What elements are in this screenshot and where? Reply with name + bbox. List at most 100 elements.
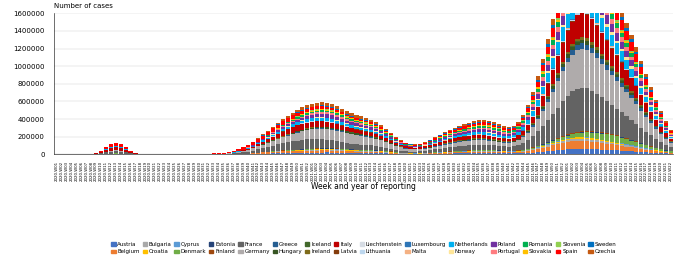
Bar bbox=[590, 17, 594, 18]
Bar bbox=[345, 143, 349, 149]
Bar bbox=[286, 129, 290, 134]
Bar bbox=[659, 123, 663, 124]
Bar bbox=[580, 141, 584, 149]
Bar bbox=[428, 141, 432, 142]
Bar bbox=[492, 137, 496, 139]
Bar bbox=[339, 150, 344, 151]
Bar bbox=[418, 146, 422, 147]
Bar bbox=[595, 9, 599, 23]
Bar bbox=[580, 48, 584, 88]
Bar bbox=[354, 115, 358, 118]
Bar bbox=[634, 148, 639, 152]
Bar bbox=[615, 55, 619, 56]
Bar bbox=[487, 123, 491, 126]
Bar bbox=[286, 124, 290, 126]
Bar bbox=[492, 145, 496, 150]
Bar bbox=[546, 55, 550, 56]
Bar bbox=[477, 126, 481, 128]
Bar bbox=[443, 137, 447, 139]
Bar bbox=[536, 149, 540, 152]
Bar bbox=[374, 139, 378, 146]
Bar bbox=[369, 132, 373, 133]
Bar bbox=[261, 142, 265, 144]
Bar bbox=[624, 92, 628, 116]
Bar bbox=[266, 143, 270, 147]
Bar bbox=[477, 122, 481, 123]
Bar bbox=[359, 151, 363, 152]
Bar bbox=[310, 128, 314, 129]
Bar bbox=[281, 121, 285, 125]
Bar bbox=[502, 130, 506, 131]
Bar bbox=[511, 152, 515, 153]
Bar bbox=[654, 100, 658, 102]
Bar bbox=[551, 38, 555, 40]
Bar bbox=[462, 140, 466, 141]
Bar bbox=[109, 148, 113, 151]
Bar bbox=[305, 115, 309, 116]
Bar bbox=[605, 134, 609, 141]
Bar bbox=[551, 70, 555, 85]
Bar bbox=[654, 148, 658, 150]
Bar bbox=[276, 125, 280, 128]
Bar bbox=[595, 94, 599, 132]
Bar bbox=[600, 64, 604, 97]
Bar bbox=[575, 13, 579, 14]
Bar bbox=[610, 12, 614, 14]
Bar bbox=[536, 107, 540, 115]
Bar bbox=[526, 113, 530, 115]
Bar bbox=[644, 95, 648, 97]
Bar bbox=[354, 129, 358, 130]
Bar bbox=[497, 130, 501, 131]
Bar bbox=[560, 40, 565, 41]
Bar bbox=[266, 135, 270, 136]
Bar bbox=[546, 151, 550, 154]
Bar bbox=[379, 136, 383, 139]
Bar bbox=[664, 151, 668, 152]
Bar bbox=[295, 153, 300, 154]
Bar bbox=[507, 139, 511, 141]
Bar bbox=[551, 25, 555, 28]
Bar bbox=[595, 23, 599, 24]
Bar bbox=[571, 139, 575, 141]
Bar bbox=[664, 153, 668, 154]
Bar bbox=[335, 112, 339, 113]
Bar bbox=[428, 145, 432, 147]
Bar bbox=[511, 146, 515, 151]
Bar bbox=[389, 136, 393, 137]
Bar bbox=[541, 147, 545, 148]
Bar bbox=[639, 147, 643, 148]
Bar bbox=[345, 149, 349, 150]
Bar bbox=[320, 110, 324, 112]
Bar bbox=[526, 117, 530, 119]
Bar bbox=[634, 142, 639, 146]
Bar bbox=[374, 151, 378, 152]
Bar bbox=[624, 57, 628, 60]
Bar bbox=[325, 122, 329, 127]
Bar bbox=[403, 145, 407, 146]
Bar bbox=[305, 130, 309, 139]
Bar bbox=[305, 109, 309, 112]
Bar bbox=[339, 151, 344, 153]
Bar bbox=[526, 112, 530, 113]
Bar bbox=[522, 121, 526, 122]
Bar bbox=[325, 106, 329, 107]
Bar bbox=[526, 149, 530, 150]
Bar bbox=[443, 152, 447, 153]
Bar bbox=[492, 153, 496, 154]
Bar bbox=[447, 152, 452, 153]
Bar bbox=[659, 111, 663, 113]
Bar bbox=[354, 120, 358, 121]
Bar bbox=[580, 40, 584, 44]
Bar bbox=[644, 92, 648, 95]
Bar bbox=[310, 107, 314, 110]
Bar bbox=[114, 153, 118, 154]
Bar bbox=[531, 125, 535, 127]
Bar bbox=[615, 144, 619, 145]
Bar bbox=[443, 153, 447, 154]
Bar bbox=[541, 109, 545, 111]
Bar bbox=[585, 138, 590, 139]
Bar bbox=[438, 135, 442, 136]
Bar bbox=[295, 122, 300, 125]
Bar bbox=[433, 138, 437, 140]
Bar bbox=[330, 130, 334, 140]
